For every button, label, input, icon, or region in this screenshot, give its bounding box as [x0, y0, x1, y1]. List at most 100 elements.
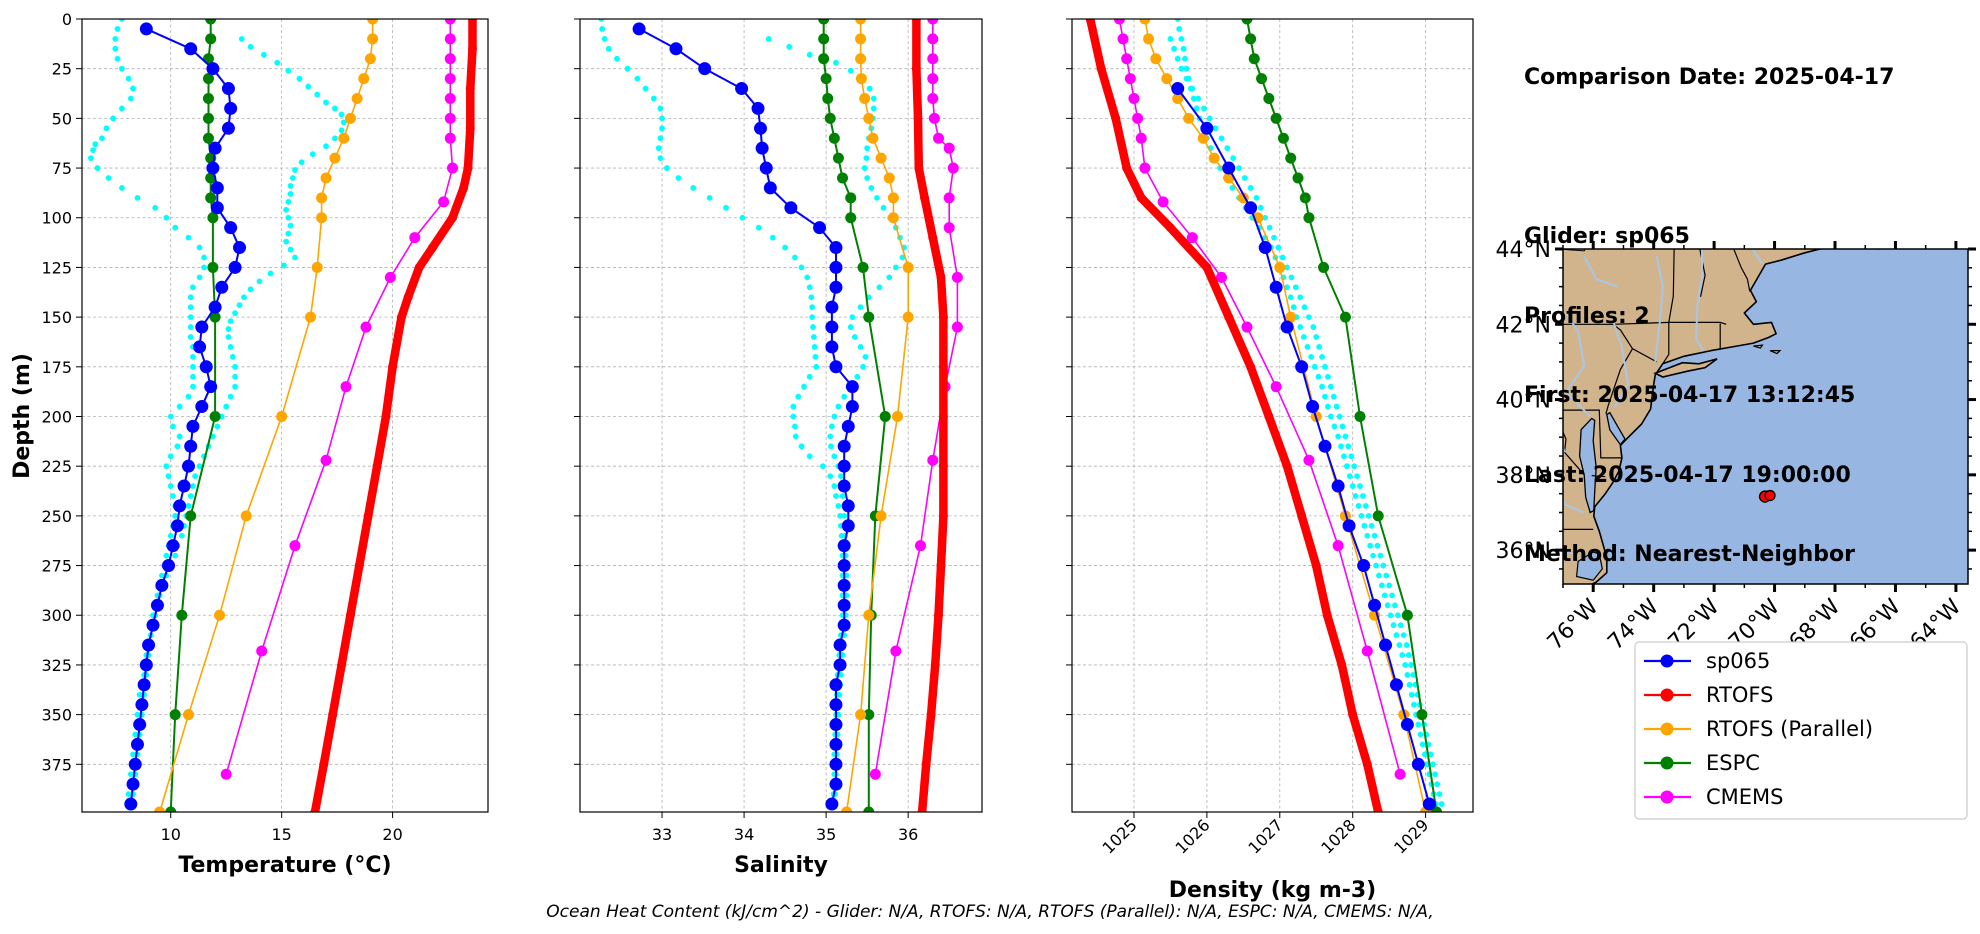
- data-point: [863, 112, 875, 124]
- raw-profile-dot: [599, 26, 606, 32]
- data-point: [837, 172, 849, 184]
- data-point: [914, 540, 926, 552]
- data-point: [310, 807, 320, 812]
- legend-label: RTOFS (Parallel): [1706, 717, 1873, 741]
- raw-profile-dot: [769, 234, 776, 241]
- comparison-date-text: Comparison Date: 2025-04-17: [1524, 65, 1895, 90]
- data-point: [855, 19, 867, 25]
- data-point: [837, 539, 851, 553]
- data-point: [444, 19, 456, 25]
- data-point: [199, 360, 213, 374]
- data-point: [818, 53, 830, 65]
- data-point: [825, 340, 839, 354]
- y-tick-label: 150: [41, 308, 72, 327]
- state-border: [1605, 348, 1634, 415]
- data-point: [256, 645, 268, 657]
- data-point: [1128, 92, 1140, 104]
- profiles-text: Profiles: 2: [1524, 303, 1650, 329]
- raw-profile-dot: [114, 26, 121, 32]
- data-point: [1143, 33, 1155, 45]
- raw-profile-dot: [1360, 493, 1366, 499]
- raw-profile-dot: [225, 326, 232, 332]
- data-point: [943, 222, 955, 234]
- raw-profile-dot: [755, 224, 762, 231]
- data-point: [162, 559, 176, 573]
- raw-profile-dot: [105, 175, 112, 181]
- raw-profile-dot: [876, 284, 883, 291]
- data-point: [193, 340, 207, 354]
- raw-profile-dot: [170, 493, 176, 499]
- data-point: [210, 181, 224, 195]
- x-tick-label: 33: [652, 825, 672, 844]
- raw-profile-dot: [810, 324, 816, 330]
- raw-profile-dot: [798, 443, 805, 450]
- raw-profile-dot: [227, 344, 234, 350]
- raw-profile-dot: [1195, 95, 1202, 102]
- raw-profile-dot: [185, 234, 192, 241]
- raw-profile-dot: [1180, 45, 1187, 52]
- data-point: [669, 42, 683, 56]
- raw-profile-dot: [214, 423, 221, 430]
- x-axis-label: Temperature (°C): [178, 853, 391, 878]
- raw-profile-dot: [1393, 632, 1400, 639]
- raw-profile-dot: [1380, 562, 1387, 569]
- raw-profile-dot: [1434, 781, 1441, 788]
- raw-profile-dot: [839, 493, 846, 499]
- raw-profile-dot: [1410, 671, 1417, 678]
- raw-profile-dot: [287, 190, 294, 197]
- data-point: [833, 638, 847, 652]
- data-point: [367, 33, 379, 45]
- raw-profile-dot: [1306, 314, 1312, 321]
- raw-profile-dot: [94, 165, 101, 171]
- data-point: [185, 510, 197, 522]
- data-point: [444, 53, 456, 65]
- raw-profile-dot: [837, 512, 843, 519]
- data-point: [938, 511, 948, 521]
- data-point: [1208, 152, 1220, 164]
- data-point: [930, 660, 940, 670]
- data-layer: [598, 19, 963, 812]
- raw-profile-dot: [1364, 532, 1371, 539]
- raw-profile-dot: [1421, 751, 1428, 758]
- raw-profile-dot: [841, 393, 848, 400]
- raw-profile-dot: [1330, 393, 1337, 400]
- data-point: [360, 321, 372, 333]
- raw-profile-dot: [1292, 284, 1299, 291]
- raw-profile-dot: [112, 45, 119, 52]
- data-point: [1280, 320, 1294, 334]
- y-tick-label: 50: [52, 109, 72, 128]
- raw-profile-dot: [1212, 125, 1219, 132]
- data-point: [207, 261, 219, 273]
- data-point: [1136, 193, 1146, 203]
- data-point: [340, 381, 352, 393]
- data-point: [202, 92, 214, 104]
- raw-profile-dot: [1341, 453, 1347, 460]
- raw-profile-dot: [1389, 592, 1395, 599]
- raw-profile-dot: [1395, 612, 1401, 619]
- profile-panel: 0 25 50 75 100 125 150 175 200 225 250 275 300 325 350…: [10, 10, 489, 878]
- raw-profile-dot: [285, 214, 292, 221]
- data-point: [444, 112, 456, 124]
- raw-profile-dot: [119, 105, 125, 112]
- data-point: [363, 511, 373, 521]
- river: [1563, 549, 1579, 557]
- river: [1611, 320, 1630, 408]
- data-point: [829, 678, 843, 692]
- series-line-sp065: [129, 27, 241, 805]
- data-point: [388, 362, 398, 372]
- data-point: [927, 53, 939, 65]
- data-point: [951, 271, 963, 283]
- raw-profile-dot: [261, 51, 267, 58]
- data-point: [328, 710, 338, 720]
- raw-profile-dot: [1275, 244, 1282, 251]
- data-point: [1303, 212, 1315, 224]
- legend-marker: [1660, 756, 1674, 770]
- raw-profile-dot: [1224, 145, 1231, 152]
- raw-profile-dot: [1190, 95, 1197, 102]
- raw-profile-dot: [1178, 35, 1185, 42]
- series-line-rtofs: [1086, 19, 1383, 812]
- raw-profile-dot: [1183, 75, 1190, 82]
- x-tick-label: 10: [161, 825, 181, 844]
- data-point: [202, 132, 214, 144]
- raw-profile-dot: [196, 244, 203, 251]
